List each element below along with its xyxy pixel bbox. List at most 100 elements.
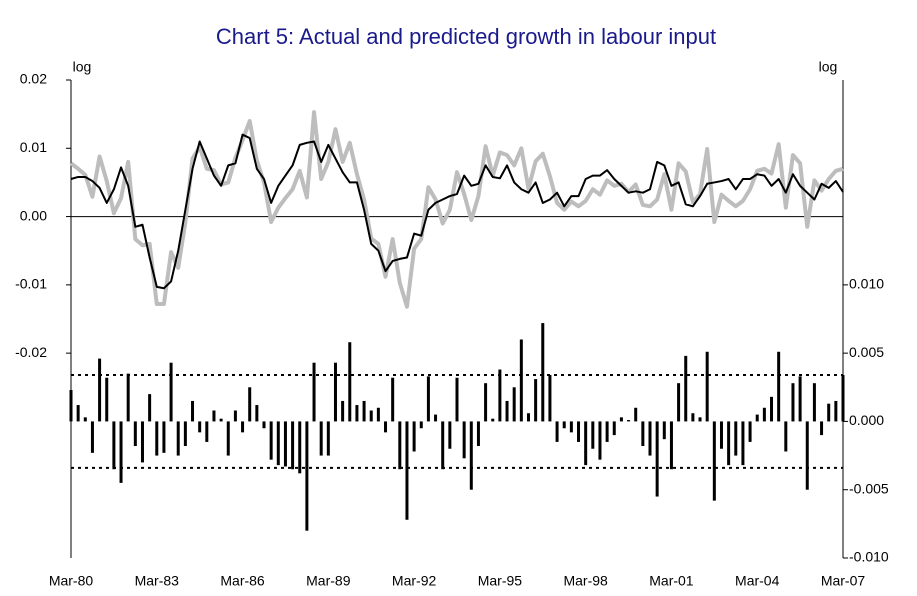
y2-tick-label: -0.010	[849, 549, 889, 565]
bar	[791, 383, 795, 422]
bar	[476, 421, 480, 447]
bar	[76, 405, 80, 422]
y-tick-label: 0.01	[20, 139, 47, 155]
bar	[669, 421, 673, 470]
bar	[112, 421, 116, 470]
bar	[219, 418, 223, 422]
bar	[198, 421, 202, 433]
bar	[83, 417, 87, 422]
bar	[548, 374, 552, 422]
bar	[498, 369, 502, 422]
x-tick-label: Mar-95	[478, 573, 523, 589]
bar	[734, 421, 738, 456]
bar	[434, 414, 438, 422]
bar	[90, 421, 94, 453]
bar	[69, 390, 73, 422]
bar	[555, 421, 559, 442]
bar	[648, 421, 652, 456]
y2-axis-label: log	[819, 59, 838, 75]
bar	[98, 358, 102, 422]
bar	[741, 421, 745, 466]
bar	[505, 400, 509, 422]
bar	[748, 421, 752, 442]
bar	[248, 387, 252, 422]
bar	[148, 394, 152, 422]
y2-tick-label: -0.005	[849, 480, 889, 496]
bar	[812, 383, 816, 422]
bar	[684, 355, 688, 422]
bar	[598, 421, 602, 460]
bar	[627, 420, 631, 422]
bar	[369, 410, 373, 422]
bar	[605, 421, 609, 442]
bar	[191, 400, 195, 422]
bar	[512, 387, 516, 422]
bar	[398, 421, 402, 470]
bar	[762, 407, 766, 422]
bar	[133, 421, 137, 447]
bar	[376, 407, 380, 422]
bar	[362, 400, 366, 422]
x-tick-label: Mar-07	[821, 573, 866, 589]
bar	[612, 421, 616, 436]
bar	[212, 410, 216, 422]
bar	[705, 351, 709, 422]
line	[69, 110, 844, 309]
bar	[412, 421, 416, 452]
y2-tick-label: 0.010	[849, 276, 884, 292]
bar	[312, 362, 316, 422]
y-tick-label: 0.00	[20, 207, 47, 223]
chart-title: Chart 5: Actual and predicted growth in …	[216, 24, 716, 49]
bar	[341, 400, 345, 422]
bar	[448, 421, 452, 449]
bar	[770, 396, 774, 422]
bar	[619, 417, 623, 422]
bar	[105, 377, 109, 422]
bar	[262, 421, 266, 429]
x-tick-label: Mar-80	[49, 573, 94, 589]
bar	[534, 379, 538, 422]
bar	[584, 421, 588, 466]
bar	[562, 421, 566, 429]
bar	[834, 400, 838, 422]
bar	[348, 342, 352, 422]
bar	[176, 421, 180, 456]
bar	[634, 407, 638, 422]
bar	[355, 405, 359, 422]
bar	[269, 421, 273, 460]
bar	[384, 421, 388, 433]
bar	[484, 383, 488, 422]
bar	[162, 421, 166, 453]
bar	[491, 418, 495, 422]
bar	[298, 421, 302, 474]
bar	[155, 421, 159, 456]
bar	[755, 414, 759, 422]
bar	[691, 413, 695, 422]
bar	[784, 421, 788, 452]
bar	[541, 323, 545, 422]
bar	[305, 421, 309, 531]
line	[70, 133, 844, 290]
bar	[569, 421, 573, 433]
bar	[391, 377, 395, 422]
bar	[255, 405, 259, 422]
bar	[712, 421, 716, 501]
bar	[655, 421, 659, 497]
bar	[119, 421, 123, 483]
bar	[205, 421, 209, 442]
bar	[426, 376, 430, 422]
bar	[777, 351, 781, 422]
bar	[841, 374, 845, 422]
bar	[283, 421, 287, 467]
bar	[233, 410, 237, 422]
bar	[169, 362, 173, 422]
bar	[441, 421, 445, 470]
bar	[827, 403, 831, 422]
bar	[698, 417, 702, 422]
y2-tick-label: 0.005	[849, 344, 884, 360]
x-tick-label: Mar-86	[220, 573, 265, 589]
bar	[333, 362, 337, 422]
x-tick-label: Mar-92	[392, 573, 437, 589]
x-tick-label: Mar-83	[135, 573, 180, 589]
